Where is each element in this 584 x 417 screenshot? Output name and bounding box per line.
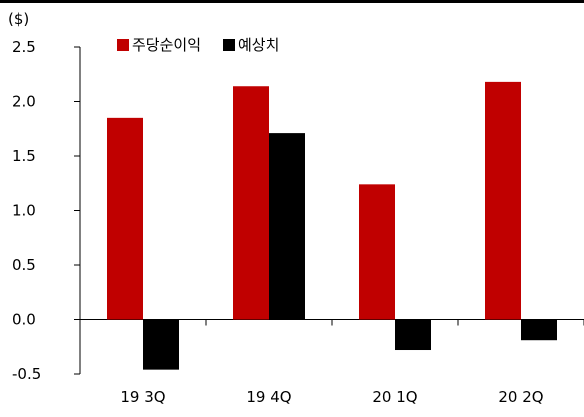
y-tick-label: -0.5 xyxy=(12,365,41,383)
legend: 주당순이익 예상치 xyxy=(117,36,279,54)
legend-label-estimate: 예상치 xyxy=(238,36,279,54)
legend-swatch-estimate xyxy=(223,39,235,51)
x-tick-label: 20 2Q xyxy=(498,388,543,406)
y-axis: -0.5 0.0 0.5 1.0 1.5 2.0 2.5 xyxy=(12,38,81,383)
y-tick-label: 2.5 xyxy=(12,38,36,56)
legend-swatch-eps xyxy=(117,39,129,51)
x-tick-label: 19 4Q xyxy=(246,388,291,406)
y-tick-label: 0.0 xyxy=(12,311,36,329)
y-tick-label: 1.5 xyxy=(12,147,36,165)
bar-estimate-2 xyxy=(395,319,431,351)
bar-eps-3 xyxy=(485,81,521,320)
bar-eps-0 xyxy=(107,117,143,320)
y-tick-label: 1.0 xyxy=(12,202,36,220)
y-tick-label: 0.5 xyxy=(12,256,36,274)
top-border-rule xyxy=(0,0,584,3)
y-tick-label: 2.0 xyxy=(12,93,36,111)
bars xyxy=(107,81,557,370)
legend-label-eps: 주당순이익 xyxy=(132,36,201,54)
bar-eps-1 xyxy=(233,86,269,320)
x-tick-label: 20 1Q xyxy=(372,388,417,406)
bar-estimate-0 xyxy=(143,319,179,370)
bar-eps-2 xyxy=(359,184,395,320)
bar-estimate-3 xyxy=(521,319,557,341)
y-axis-unit-label: ($) xyxy=(8,10,29,28)
bar-estimate-1 xyxy=(269,133,305,320)
x-tick-label: 19 3Q xyxy=(120,388,165,406)
